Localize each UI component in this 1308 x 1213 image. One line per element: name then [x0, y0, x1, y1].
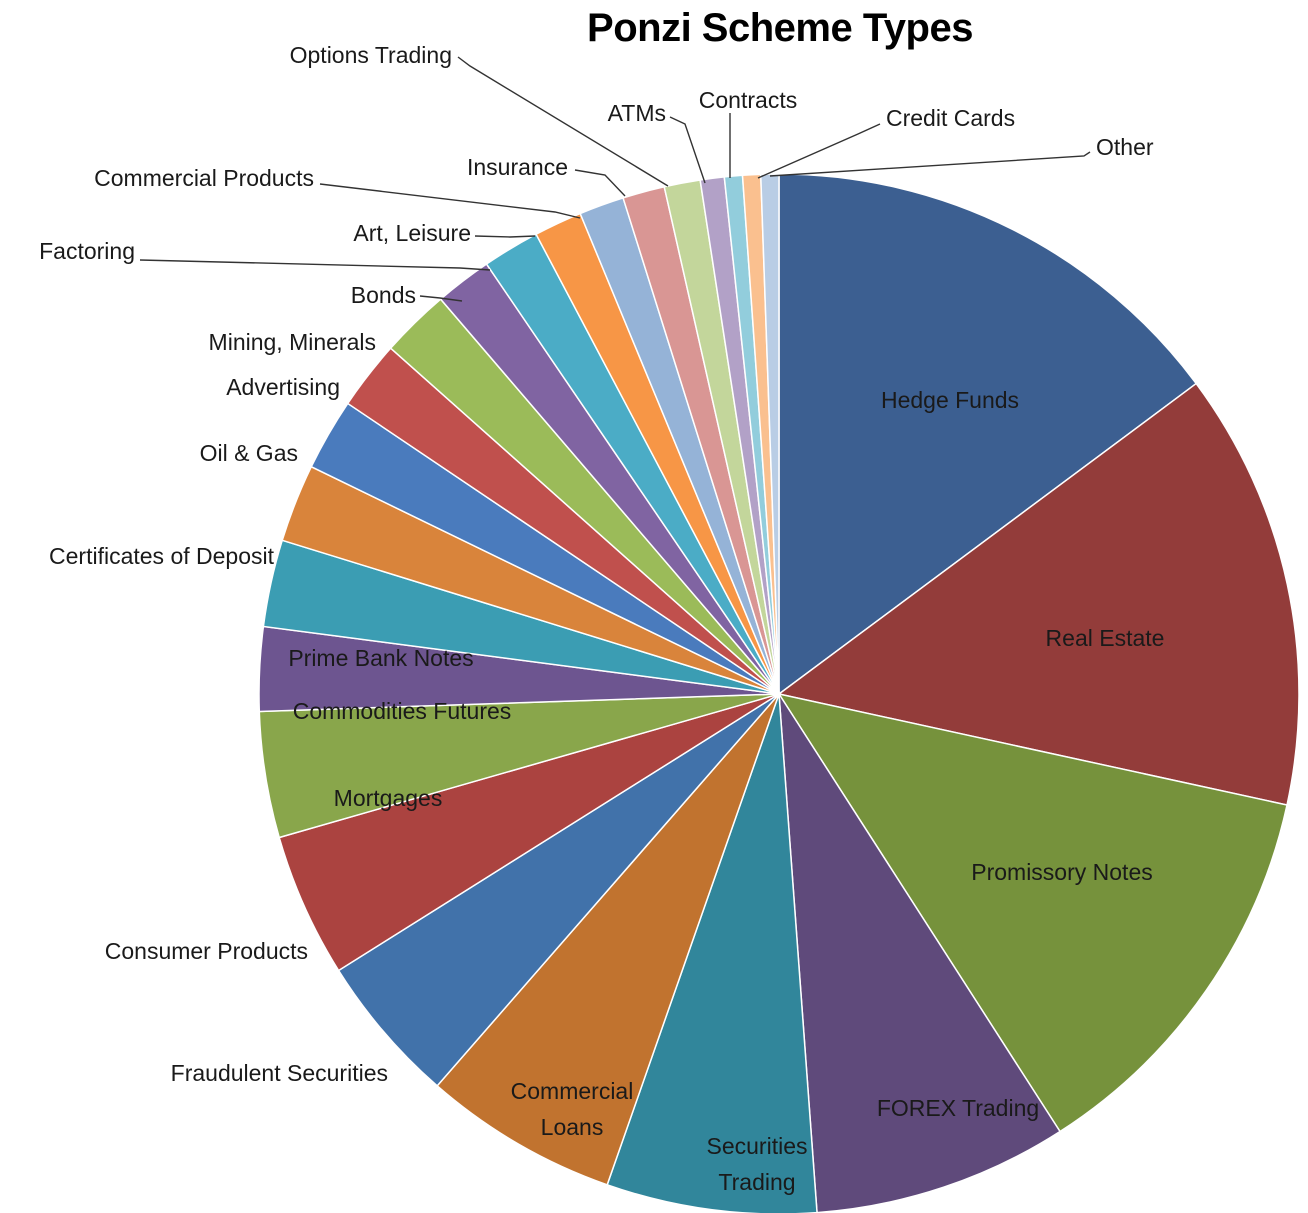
slice-promissory-notes [777, 692, 1288, 1133]
slice-label-promissory-notes: Promissory Notes [971, 859, 1152, 885]
slice-label-prime-bank-notes: Prime Bank Notes [288, 645, 473, 671]
slice-label-mortgages: Mortgages [334, 785, 443, 811]
slice-label-consumer-products: Consumer Products [105, 938, 308, 964]
slice-label-securities-trading: Securities Trading [707, 1133, 808, 1195]
slice-other [759, 173, 780, 695]
slice-label-certificates-of-deposit: Certificates of Deposit [49, 543, 275, 569]
slice-label-contracts: Contracts [699, 87, 797, 113]
slice-forex-trading [778, 693, 1062, 1213]
slice-label-commercial-loans: Commercial Loans [511, 1078, 634, 1140]
slice-label-advertising: Advertising [226, 374, 340, 400]
leader-line-other [769, 151, 1091, 177]
slice-label-oil-gas: Oil & Gas [200, 440, 298, 466]
leader-line-options-trading [457, 56, 669, 187]
slice-label-real-estate: Real Estate [1046, 625, 1165, 651]
slice-label-commodities-futures: Commodities Futures [293, 698, 512, 724]
slice-label-fraudulent-securities: Fraudulent Securities [171, 1060, 388, 1086]
slice-label-art-leisure: Art, Leisure [353, 220, 471, 246]
slice-label-options-trading: Options Trading [290, 42, 452, 68]
slice-label-commercial-products: Commercial Products [94, 165, 314, 191]
chart-title: Ponzi Scheme Types [587, 6, 973, 50]
slice-label-atms: ATMs [608, 100, 666, 126]
leader-line-art-leisure [474, 235, 536, 238]
slice-label-other: Other [1096, 134, 1154, 160]
slice-label-bonds: Bonds [351, 282, 416, 308]
leader-lines [139, 56, 1091, 302]
slice-commercial-loans [436, 693, 780, 1186]
slice-real-estate [777, 382, 1300, 806]
slice-labels: Hedge Funds Real Estate Promissory Notes FO… [39, 42, 1164, 1195]
leader-line-commercial-products [319, 183, 581, 219]
pie-slices [258, 173, 1300, 1213]
slice-label-mining-minerals: Mining, Minerals [209, 329, 376, 355]
leader-line-factoring [139, 259, 491, 271]
slice-label-factoring: Factoring [39, 238, 135, 264]
slice-label-insurance: Insurance [467, 154, 568, 180]
leader-line-atms [669, 116, 706, 184]
slice-label-forex-trading: FOREX Trading [877, 1095, 1039, 1121]
leader-line-insurance [574, 169, 626, 197]
leader-line-bonds [419, 295, 463, 302]
leader-line-credit-cards [757, 123, 881, 179]
slice-label-credit-cards: Credit Cards [886, 105, 1015, 131]
slice-securities-trading [606, 693, 818, 1213]
slice-label-hedge-funds: Hedge Funds [881, 387, 1019, 413]
slice-hedge-funds [778, 173, 1198, 696]
slice-fraudulent-securities [337, 693, 780, 1087]
